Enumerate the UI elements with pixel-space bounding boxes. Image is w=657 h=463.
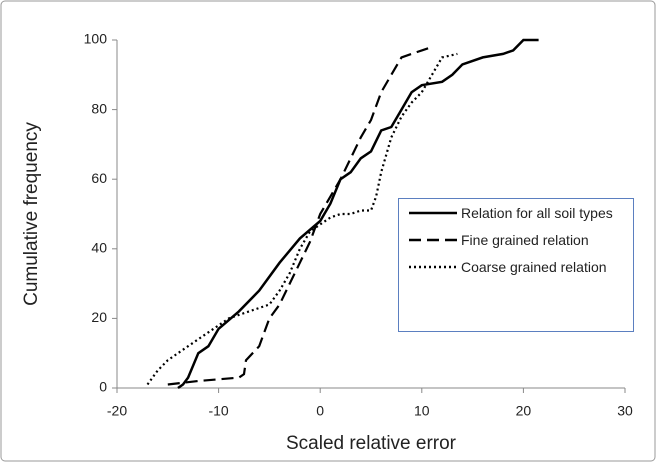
legend-swatch (409, 265, 457, 269)
y-tick-label: 80 (91, 100, 107, 116)
x-tick-label: 30 (617, 403, 633, 419)
x-tick-label: 0 (316, 403, 324, 419)
x-tick-label: 20 (516, 403, 532, 419)
series-line (167, 45, 433, 386)
y-axis-title: Cumulative frequency (21, 122, 42, 306)
y-tick-label: 60 (91, 170, 107, 186)
y-tick-label: 0 (99, 379, 107, 395)
legend-entry: Relation for all soil types (405, 205, 627, 222)
y-tick-label: 20 (91, 309, 107, 325)
legend-label: Fine grained relation (461, 232, 589, 248)
legend: Relation for all soil types Fine grained … (398, 198, 634, 332)
legend-swatch (409, 211, 457, 215)
legend-entry: Coarse grained relation (405, 259, 627, 276)
legend-label: Coarse grained relation (461, 259, 607, 275)
x-tick-label: 10 (414, 403, 430, 419)
legend-swatch (409, 238, 457, 242)
x-axis-title: Scaled relative error (286, 433, 457, 454)
legend-entry: Fine grained relation (405, 232, 627, 249)
x-tick-label: -10 (208, 403, 228, 419)
x-tick-label: -20 (107, 403, 127, 419)
y-tick-label: 40 (91, 240, 107, 256)
legend-label: Relation for all soil types (461, 205, 613, 221)
y-tick-label: 100 (84, 31, 108, 47)
series-line (177, 38, 539, 390)
